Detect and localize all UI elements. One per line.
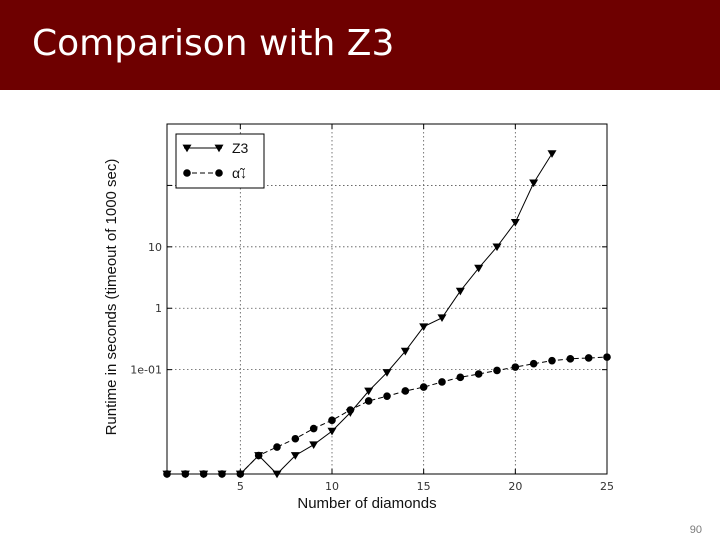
alpha-data-point (529, 359, 538, 368)
alpha-data-point (603, 353, 611, 361)
alpha-data-point (401, 387, 410, 395)
z3-data-point (474, 264, 484, 273)
z3-data-point (510, 219, 520, 227)
legend-z3-marker (214, 144, 224, 153)
alpha-data-point (181, 470, 190, 478)
x-tick-label: 25 (600, 480, 614, 493)
z3-data-point (309, 441, 319, 449)
plot-frame (166, 123, 608, 475)
alpha-data-point (273, 443, 281, 451)
alpha-data-point (456, 373, 465, 382)
alpha-data-point (474, 370, 483, 378)
alpha-data-point (199, 470, 208, 478)
z3-data-point (419, 323, 429, 332)
legend-z3-label: Z3 (232, 140, 249, 156)
legend-z3-marker (182, 144, 192, 153)
alpha-data-point (346, 406, 355, 414)
alpha-data-point (254, 451, 263, 460)
alpha-data-point (438, 378, 446, 386)
x-tick-label: 10 (325, 480, 339, 493)
alpha-data-point (383, 392, 391, 400)
x-tick-label: 20 (508, 480, 522, 493)
y-axis-label: Runtime in seconds (timeout of 1000 sec) (103, 159, 120, 436)
legend-box (175, 133, 265, 189)
x-axis-label: Number of diamonds (297, 495, 436, 512)
z3-data-point (400, 347, 410, 356)
z3-data-point (437, 314, 447, 323)
alpha-data-point (584, 354, 593, 362)
alpha-data-point (493, 366, 501, 375)
alpha-data-point (236, 470, 245, 478)
y-tick-label: 10 (148, 241, 162, 254)
z3-data-point (492, 243, 502, 252)
z3-data-point (272, 470, 282, 479)
alpha-data-point (548, 356, 556, 365)
alpha-data-point (291, 434, 300, 443)
z3-data-point (547, 150, 557, 158)
z3-data-point (529, 179, 539, 188)
title-bar: Comparison with Z3 (0, 0, 720, 90)
z3-data-point (290, 452, 300, 460)
x-tick-label: 15 (417, 480, 431, 493)
z3-data-point (327, 427, 337, 436)
slide-title: Comparison with Z3 (32, 23, 395, 64)
alpha-data-point (566, 355, 575, 363)
alpha-data-point (511, 363, 520, 371)
alpha-data-point (218, 470, 226, 478)
alpha-data-point (163, 470, 171, 478)
z3-data-point (364, 387, 374, 396)
page-number: 90 (689, 524, 702, 536)
x-tick-label: 5 (237, 480, 244, 493)
z3-data-point (455, 287, 465, 296)
z3-data-point (382, 369, 392, 377)
alpha-data-point (309, 424, 318, 433)
y-tick-label: 1e-01 (130, 364, 162, 377)
alpha-data-point (364, 397, 373, 405)
legend-alpha-label: α̃↓ (232, 165, 247, 181)
alpha-data-point (419, 383, 428, 391)
legend-alpha-marker (215, 169, 223, 177)
y-tick-label: 1 (155, 302, 162, 315)
alpha-data-point (328, 416, 336, 425)
legend-alpha-marker (183, 169, 191, 177)
